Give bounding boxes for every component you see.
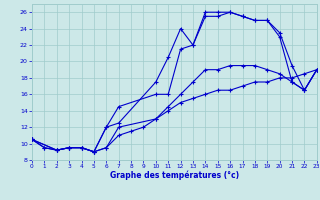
X-axis label: Graphe des températures (°c): Graphe des températures (°c) [110, 171, 239, 180]
